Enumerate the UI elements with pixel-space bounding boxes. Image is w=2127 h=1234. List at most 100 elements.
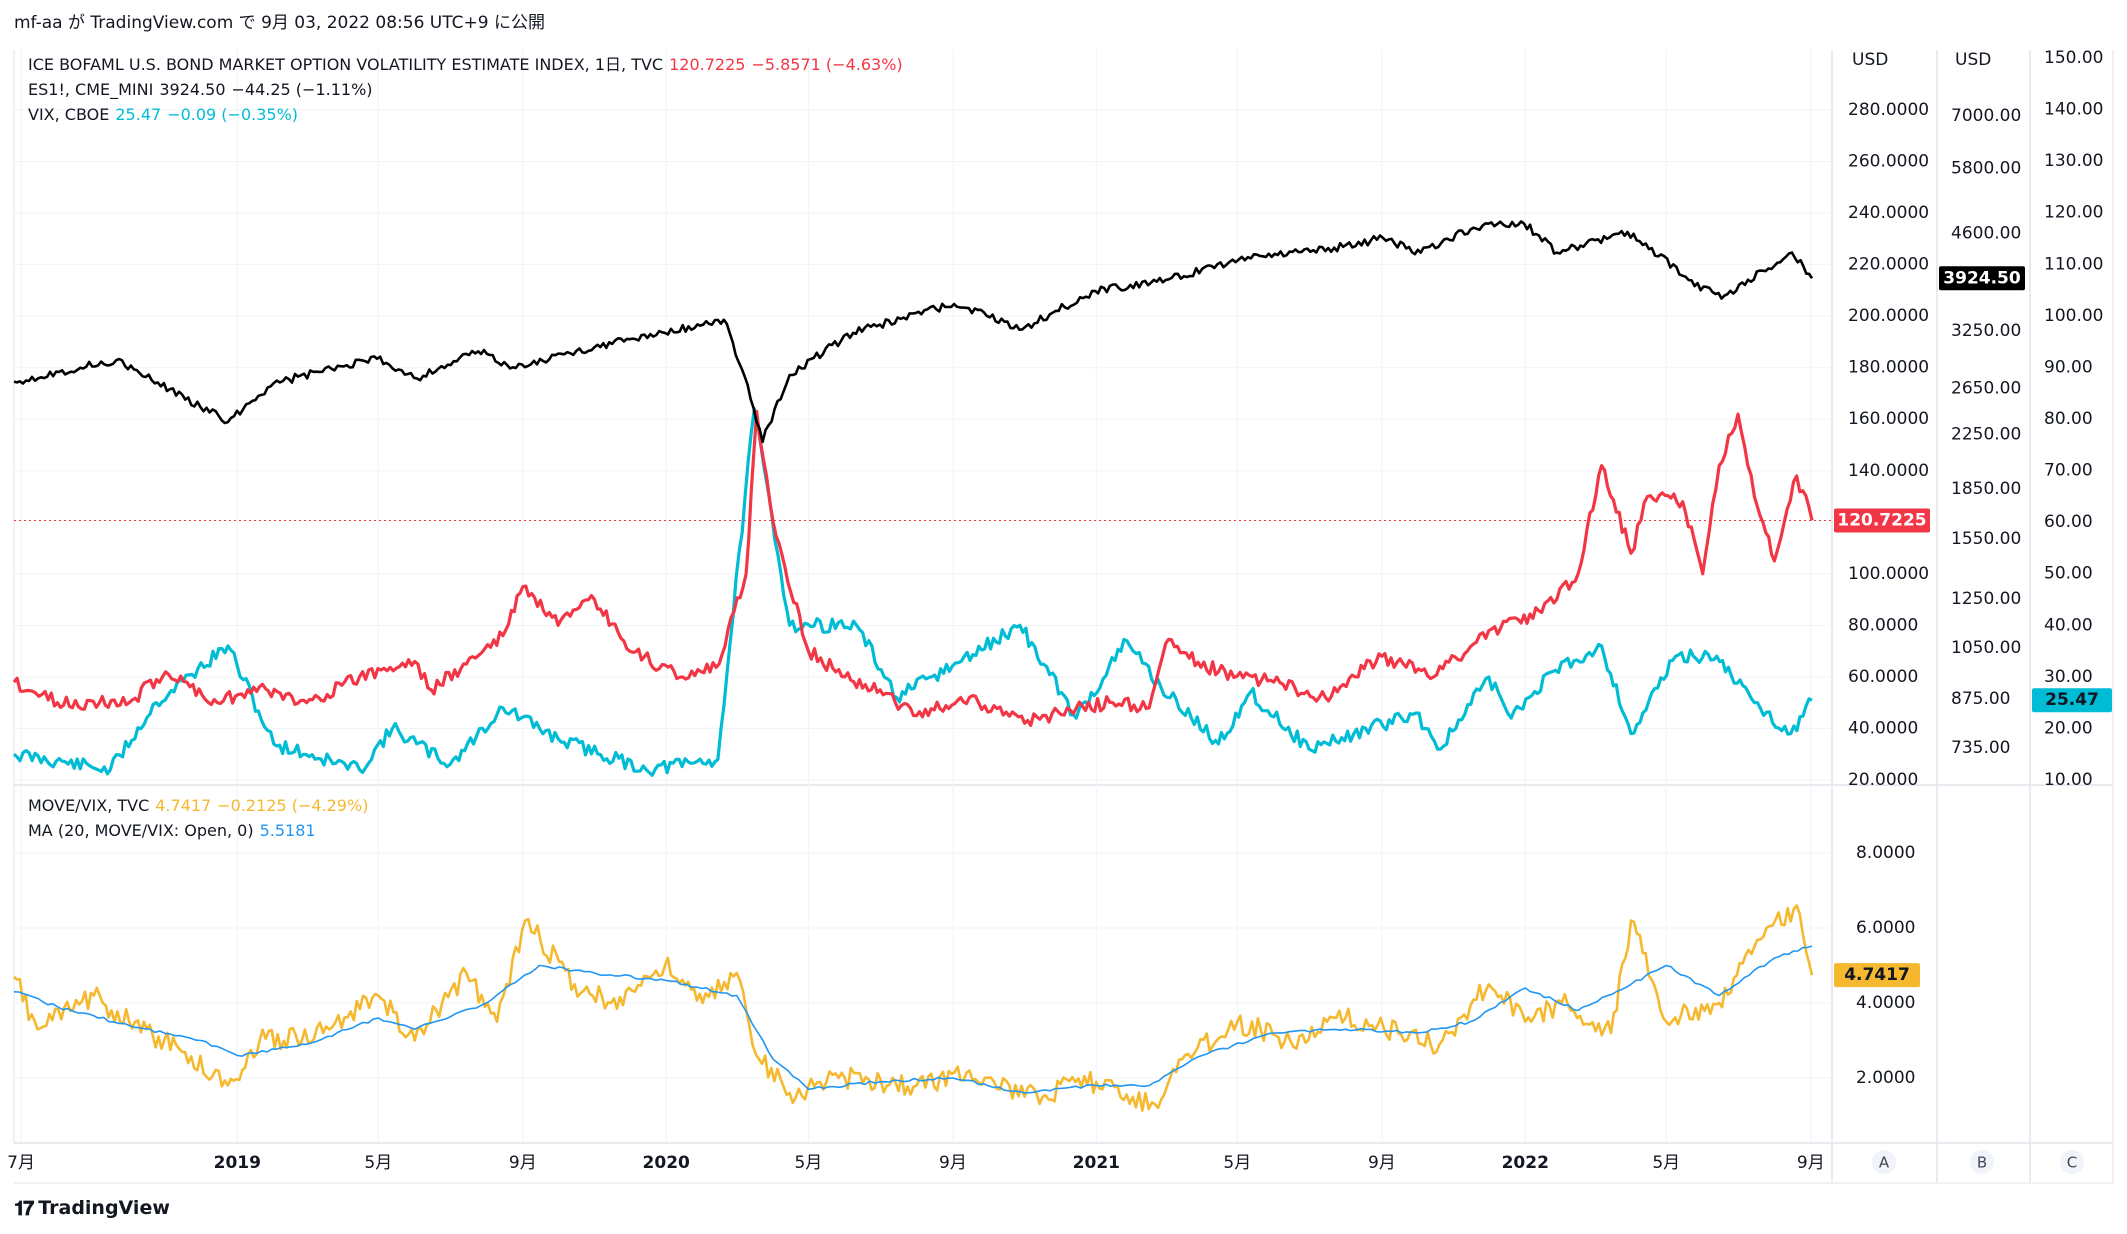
x-tick-label: 9月 bbox=[1368, 1153, 1396, 1173]
legend-top-row[interactable]: ES1!, CME_MINI 3924.50 −44.25 (−1.11%) bbox=[28, 77, 909, 102]
badge-move-last-text: 120.7225 bbox=[1837, 510, 1926, 530]
scale-a-tick: 200.0000 bbox=[1848, 306, 1929, 326]
scale-button-bg bbox=[1970, 1150, 1994, 1174]
scale-a-tick: 40.0000 bbox=[1848, 718, 1918, 738]
legend-bottom-series-name: MOVE/VIX, TVC bbox=[28, 796, 150, 815]
scale-a-tick: 60.0000 bbox=[1848, 667, 1918, 687]
x-tick-label: 2021 bbox=[1073, 1153, 1120, 1173]
tradingview-logo[interactable]: 𝟏𝟕 TradingView bbox=[14, 1196, 170, 1220]
price-scales: USD 280.0000 260.0000 240.0000 220.0000 200.0… bbox=[1834, 48, 2112, 1088]
legend-bottom-series-name: MA (20, MOVE/VIX: Open, 0) bbox=[28, 821, 254, 840]
scale-a-tick: 160.0000 bbox=[1848, 409, 1929, 429]
x-tick-label: 9月 bbox=[939, 1153, 967, 1173]
scale-button-label: A bbox=[1879, 1154, 1890, 1172]
badge-vix-last: 25.47 bbox=[2032, 688, 2112, 713]
scale-b-unit: USD bbox=[1955, 50, 1991, 70]
scale-b-tick: 1050.00 bbox=[1951, 638, 2021, 658]
legend-top-last-value: 120.7225 bbox=[669, 55, 746, 74]
scale-lower-tick: 4.0000 bbox=[1856, 993, 1915, 1013]
scale-a-tick: 240.0000 bbox=[1848, 203, 1929, 223]
legend-top-change: −0.09 (−0.35%) bbox=[167, 105, 299, 124]
scale-a-tick: 80.0000 bbox=[1848, 615, 1918, 635]
scale-button-a[interactable]: A bbox=[1872, 1150, 1896, 1174]
scale-c-tick: 70.00 bbox=[2044, 461, 2093, 481]
scale-c-tick: 30.00 bbox=[2044, 667, 2093, 687]
x-tick-label: 5月 bbox=[1652, 1153, 1680, 1173]
scale-c-tick: 50.00 bbox=[2044, 564, 2093, 584]
badge-move-last: 120.7225 bbox=[1834, 508, 1930, 533]
scale-b-tick: 2250.00 bbox=[1951, 424, 2021, 444]
series-ma-line bbox=[13, 945, 1813, 1094]
badge-es-last-text: 3924.50 bbox=[1943, 268, 2021, 288]
legend-bottom-row[interactable]: MOVE/VIX, TVC 4.7417 −0.2125 (−4.29%) bbox=[28, 793, 374, 818]
scale-lower-tick: 6.0000 bbox=[1856, 918, 1915, 938]
scale-a-tick: 260.0000 bbox=[1848, 152, 1929, 172]
badge-es-last-bg bbox=[1939, 266, 2025, 291]
scale-lower-tick: 2.0000 bbox=[1856, 1068, 1915, 1088]
scale-b-tick: 875.00 bbox=[1951, 689, 2010, 709]
scale-c-tick: 140.00 bbox=[2044, 100, 2103, 120]
chart-grid bbox=[13, 50, 2114, 1184]
badge-vix-last-text: 25.47 bbox=[2045, 690, 2099, 710]
scale-c-tick: 130.00 bbox=[2044, 151, 2103, 171]
series-move-line bbox=[12, 409, 1814, 727]
x-tick-label: 2020 bbox=[643, 1153, 690, 1173]
scale-button-bg bbox=[2060, 1150, 2084, 1174]
x-tick-label: 2019 bbox=[214, 1153, 261, 1173]
bottom-pane-series bbox=[13, 904, 1814, 1112]
scale-button-b[interactable]: B bbox=[1970, 1150, 1994, 1174]
scale-a-tick: 140.0000 bbox=[1848, 461, 1929, 481]
legend-bottom-change: −0.2125 (−4.29%) bbox=[217, 796, 369, 815]
legend-bottom-row[interactable]: MA (20, MOVE/VIX: Open, 0) 5.5181 bbox=[28, 818, 374, 843]
legend-top-series-name: ES1!, CME_MINI bbox=[28, 80, 154, 99]
scale-c-tick: 120.00 bbox=[2044, 203, 2103, 223]
scale-c-tick: 80.00 bbox=[2044, 409, 2093, 429]
scale-a-tick: 220.0000 bbox=[1848, 255, 1929, 275]
scale-button-label: C bbox=[2067, 1154, 2077, 1172]
scale-button-c[interactable]: C bbox=[2060, 1150, 2084, 1174]
bottom-pane-legend: MOVE/VIX, TVC 4.7417 −0.2125 (−4.29%) MA (2… bbox=[28, 793, 374, 843]
series-move-vix-line bbox=[13, 904, 1814, 1112]
series-es-line bbox=[13, 220, 1814, 444]
legend-top-row[interactable]: VIX, CBOE 25.47 −0.09 (−0.35%) bbox=[28, 102, 909, 127]
legend-top-last-value: 3924.50 bbox=[159, 80, 226, 99]
scale-b-tick: 5800.00 bbox=[1951, 159, 2021, 179]
x-tick-label: 5月 bbox=[1223, 1153, 1251, 1173]
scale-a-tick: 280.0000 bbox=[1848, 100, 1929, 120]
legend-top-change: −44.25 (−1.11%) bbox=[231, 80, 373, 99]
scale-b-tick: 1250.00 bbox=[1951, 589, 2021, 609]
x-tick-label: 5月 bbox=[364, 1153, 392, 1173]
legend-bottom-last-value: 5.5181 bbox=[259, 821, 316, 840]
scale-c-tick: 90.00 bbox=[2044, 357, 2093, 377]
scale-button-label: B bbox=[1977, 1154, 1987, 1172]
tradingview-logo-icon: 𝟏𝟕 bbox=[14, 1196, 34, 1220]
badge-ratio-last-bg bbox=[1834, 963, 1920, 988]
badge-ratio-last: 4.7417 bbox=[1834, 963, 1920, 988]
scale-b-tick: 1550.00 bbox=[1951, 529, 2021, 549]
scale-b-tick: 1850.00 bbox=[1951, 479, 2021, 499]
series-vix-line bbox=[12, 407, 1813, 777]
legend-bottom-last-value: 4.7417 bbox=[155, 796, 212, 815]
scale-a-unit: USD bbox=[1852, 50, 1888, 70]
scale-a-tick: 20.0000 bbox=[1848, 770, 1918, 790]
legend-top-change: −5.8571 (−4.63%) bbox=[751, 55, 903, 74]
scale-c-tick: 20.00 bbox=[2044, 718, 2093, 738]
scale-c-tick: 110.00 bbox=[2044, 254, 2103, 274]
scale-b-tick: 735.00 bbox=[1951, 738, 2010, 758]
top-pane-series bbox=[12, 220, 1814, 777]
x-tick-label: 2022 bbox=[1502, 1153, 1549, 1173]
scale-b-tick: 2650.00 bbox=[1951, 378, 2021, 398]
badge-vix-last-bg bbox=[2032, 688, 2112, 713]
scale-c-tick: 100.00 bbox=[2044, 306, 2103, 326]
x-tick-label: 9月 bbox=[509, 1153, 537, 1173]
scale-lower-tick: 8.0000 bbox=[1856, 843, 1915, 863]
tradingview-logo-text: TradingView bbox=[38, 1197, 170, 1219]
top-pane-legend: ICE BOFAML U.S. BOND MARKET OPTION VOLAT… bbox=[28, 52, 909, 127]
badge-es-last: 3924.50 bbox=[1939, 266, 2025, 291]
legend-top-series-name: VIX, CBOE bbox=[28, 105, 110, 124]
legend-top-series-name: ICE BOFAML U.S. BOND MARKET OPTION VOLAT… bbox=[28, 55, 664, 74]
legend-top-row[interactable]: ICE BOFAML U.S. BOND MARKET OPTION VOLAT… bbox=[28, 52, 909, 77]
badge-move-last-bg bbox=[1834, 508, 1930, 533]
x-tick-label: 9月 bbox=[1797, 1153, 1825, 1173]
